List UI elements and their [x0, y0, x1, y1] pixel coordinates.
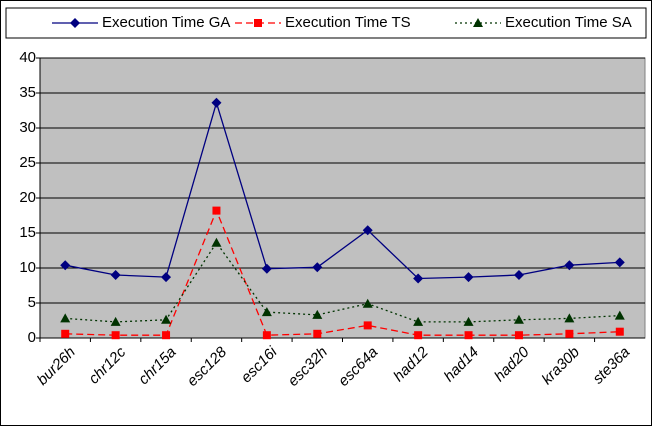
marker — [211, 97, 222, 108]
marker — [413, 316, 424, 326]
marker — [362, 225, 373, 236]
y-tick-label: 30 — [19, 119, 36, 136]
marker — [464, 331, 473, 340]
marker — [614, 257, 625, 268]
y-tick-label: 15 — [19, 224, 36, 241]
legend-label: Execution Time SA — [505, 14, 632, 31]
legend-label: Execution Time TS — [285, 14, 411, 31]
y-tick-label: 35 — [19, 84, 36, 101]
marker — [110, 270, 121, 280]
y-tick-label: 5 — [28, 294, 36, 311]
y-tick-label: 40 — [19, 49, 36, 66]
y-tick-label: 10 — [19, 259, 36, 276]
marker — [565, 329, 574, 338]
legend-label: Execution Time GA — [102, 14, 230, 31]
marker — [110, 316, 121, 326]
marker — [262, 331, 271, 340]
marker — [564, 313, 575, 323]
marker — [614, 310, 625, 320]
marker — [312, 262, 323, 273]
y-tick-label: 0 — [28, 329, 36, 346]
marker — [513, 270, 524, 280]
marker — [60, 260, 71, 271]
marker — [312, 309, 323, 319]
series-line — [65, 208, 620, 336]
marker — [463, 316, 474, 326]
series-line — [65, 100, 620, 280]
marker — [313, 329, 322, 338]
marker — [414, 331, 423, 340]
y-tick-label: 25 — [19, 154, 36, 171]
marker — [261, 263, 272, 274]
marker — [61, 329, 70, 338]
marker — [211, 237, 222, 247]
marker — [362, 298, 373, 308]
marker — [363, 321, 372, 330]
marker — [564, 260, 575, 271]
marker — [513, 314, 524, 324]
marker — [615, 327, 624, 336]
marker — [111, 331, 120, 340]
y-tick-label: 20 — [19, 189, 36, 206]
marker — [161, 272, 172, 283]
legend-marker — [473, 18, 483, 27]
legend-marker — [254, 19, 262, 27]
marker — [514, 331, 523, 340]
legend-marker — [70, 18, 80, 28]
marker — [463, 272, 474, 283]
marker — [60, 313, 71, 323]
legend-box — [5, 7, 647, 39]
marker — [161, 314, 172, 324]
marker — [212, 206, 221, 215]
series-line — [65, 241, 620, 323]
marker — [162, 331, 171, 340]
marker — [413, 273, 424, 284]
marker — [261, 307, 272, 317]
